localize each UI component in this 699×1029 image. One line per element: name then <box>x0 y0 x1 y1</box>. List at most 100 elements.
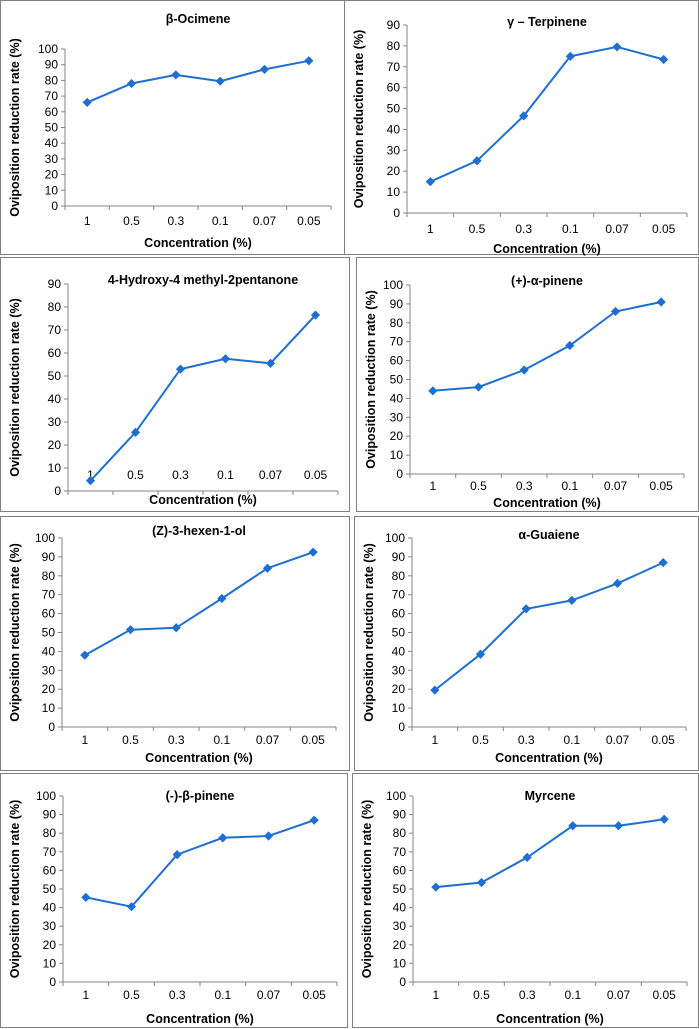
x-tick-label: 0.5 <box>123 988 140 1002</box>
y-tick-label: 40 <box>42 644 56 658</box>
data-point-marker <box>262 563 273 573</box>
data-point-marker <box>259 64 270 75</box>
y-tick-label: 80 <box>43 826 57 840</box>
x-tick-label: 0.05 <box>652 988 676 1002</box>
y-tick-label: 30 <box>390 410 404 424</box>
x-tick-label: 0.07 <box>259 468 283 482</box>
data-point-marker <box>613 821 624 831</box>
y-tick-label: 70 <box>43 845 57 859</box>
y-tick-label: 60 <box>48 346 62 360</box>
y-tick-label: 80 <box>393 826 407 840</box>
x-tick-label: 1 <box>427 222 434 236</box>
x-tick-label: 0.05 <box>297 214 321 228</box>
chart-title: α-Guaiene <box>518 528 579 542</box>
series-line <box>85 819 315 908</box>
chart-title: 4-Hydroxy-4 methyl-2pentanone <box>108 273 298 287</box>
y-tick-label: 70 <box>387 60 401 74</box>
y-tick-label: 100 <box>38 42 58 56</box>
y-tick-label: 20 <box>393 938 407 952</box>
x-tick-label: 0.5 <box>122 733 139 747</box>
y-tick-label: 10 <box>43 956 57 970</box>
y-tick-label: 30 <box>387 143 401 157</box>
y-tick-label: 90 <box>392 550 406 564</box>
y-tick-label: 100 <box>386 789 406 803</box>
y-tick-label: 100 <box>385 531 405 545</box>
series-line <box>84 551 314 657</box>
y-tick-label: 0 <box>393 206 400 220</box>
y-tick-label: 30 <box>45 152 59 166</box>
chart-svg: 0 10 20 30 40 50 60 70 80 90 100 1 0.5 0.3 0.1 0.07 0.05… <box>364 274 685 510</box>
x-tick-label: 0.1 <box>214 988 231 1002</box>
chart-title: γ – Terpinene <box>507 15 587 29</box>
series-line <box>429 45 664 183</box>
y-tick-label: 20 <box>48 438 62 452</box>
chart-panel-z-hexenol: 0 10 20 30 40 50 60 70 80 90 100 1 0.5 0.3 0.1 0.07 0.05… <box>0 516 350 771</box>
y-tick-label: 90 <box>43 808 57 822</box>
y-tick-label: 50 <box>392 626 406 640</box>
data-point-marker <box>304 56 314 66</box>
x-tick-label: 1 <box>432 988 439 1002</box>
y-tick-label: 50 <box>390 373 404 387</box>
chart-title: β-Ocimene <box>166 12 231 26</box>
y-tick-label: 70 <box>45 89 59 103</box>
x-axis-label: Concentration (%) <box>144 236 252 250</box>
chart-panel-a-guaiene: 0 10 20 30 40 50 60 70 80 90 100 1 0.5 0.3 0.1 0.07 0.05… <box>354 516 699 771</box>
x-tick-label: 0.5 <box>473 988 490 1002</box>
x-tick-label: 0.05 <box>649 479 673 493</box>
y-tick-label: 0 <box>399 975 406 989</box>
data-point-marker <box>220 354 231 364</box>
y-tick-label: 0 <box>396 467 403 481</box>
y-tick-label: 0 <box>51 199 58 213</box>
y-tick-label: 50 <box>45 121 59 135</box>
x-tick-label: 0.1 <box>217 468 234 482</box>
x-tick-label: 0.05 <box>302 988 326 1002</box>
x-tick-label: 0.07 <box>256 733 280 747</box>
chart-panel-g-terpinene: 0 10 20 30 40 50 60 70 80 90 1 0.5 0.3 0.1 0.07 0.05 γ –… <box>344 0 699 256</box>
y-tick-label: 90 <box>387 18 401 32</box>
y-tick-label: 50 <box>387 102 401 116</box>
data-point-marker <box>612 578 623 588</box>
x-tick-label: 0.07 <box>253 214 277 228</box>
y-tick-label: 80 <box>42 569 56 583</box>
series-line <box>86 59 309 104</box>
x-tick-label: 0.5 <box>469 222 486 236</box>
y-tick-label: 70 <box>48 323 62 337</box>
y-tick-label: 60 <box>42 607 56 621</box>
y-tick-label: 10 <box>390 448 404 462</box>
x-tick-label: 0.3 <box>518 733 535 747</box>
data-point-marker <box>81 892 91 902</box>
x-tick-label: 0.3 <box>515 222 532 236</box>
x-tick-label: 1 <box>84 214 91 228</box>
y-tick-label: 100 <box>383 278 403 292</box>
data-point-marker <box>476 877 487 888</box>
data-point-marker <box>658 557 668 568</box>
series-line <box>89 314 317 482</box>
y-tick-label: 50 <box>393 882 407 896</box>
y-axis-label: Oviposition reduction rate (%) <box>8 298 22 477</box>
data-point-marker <box>171 623 181 633</box>
y-tick-label: 30 <box>42 663 56 677</box>
data-point-marker <box>125 625 136 635</box>
y-tick-label: 40 <box>393 901 407 915</box>
chart-panel-myrcene: 0 10 20 30 40 50 60 70 80 90 100 1 0.5 0.3 0.1 0.07 0.05… <box>352 773 699 1028</box>
y-tick-label: 40 <box>45 136 59 150</box>
chart-title: Myrcene <box>525 789 576 803</box>
chart-svg: 0 10 20 30 40 50 60 70 80 90 1 0.5 0.3 0.1 0.07 0.05 4-H… <box>8 273 339 507</box>
data-point-marker <box>310 310 321 320</box>
chart-panel-b-ocimene: 0 10 20 30 40 50 60 70 80 90 100 1 0.5 0.3 0.1 0.07 0.05… <box>0 0 345 255</box>
data-point-marker <box>472 156 482 166</box>
x-tick-label: 0.07 <box>604 479 628 493</box>
data-point-marker <box>431 882 441 892</box>
chart-panel-4-hydroxy: 0 10 20 30 40 50 60 70 80 90 1 0.5 0.3 0.1 0.07 0.05 4-H… <box>0 257 350 512</box>
y-tick-label: 20 <box>390 429 404 443</box>
data-point-marker <box>82 97 92 107</box>
y-tick-label: 80 <box>387 39 401 53</box>
x-tick-label: 0.5 <box>123 214 140 228</box>
x-tick-label: 0.5 <box>472 733 489 747</box>
data-point-marker <box>612 42 622 52</box>
x-tick-label: 0.1 <box>564 988 581 1002</box>
y-tick-label: 90 <box>390 297 404 311</box>
x-tick-label: 0.07 <box>607 988 631 1002</box>
x-tick-label: 0.07 <box>605 222 629 236</box>
chart-svg: 0 10 20 30 40 50 60 70 80 90 100 1 0.5 0.3 0.1 0.07 0.05… <box>362 528 687 765</box>
